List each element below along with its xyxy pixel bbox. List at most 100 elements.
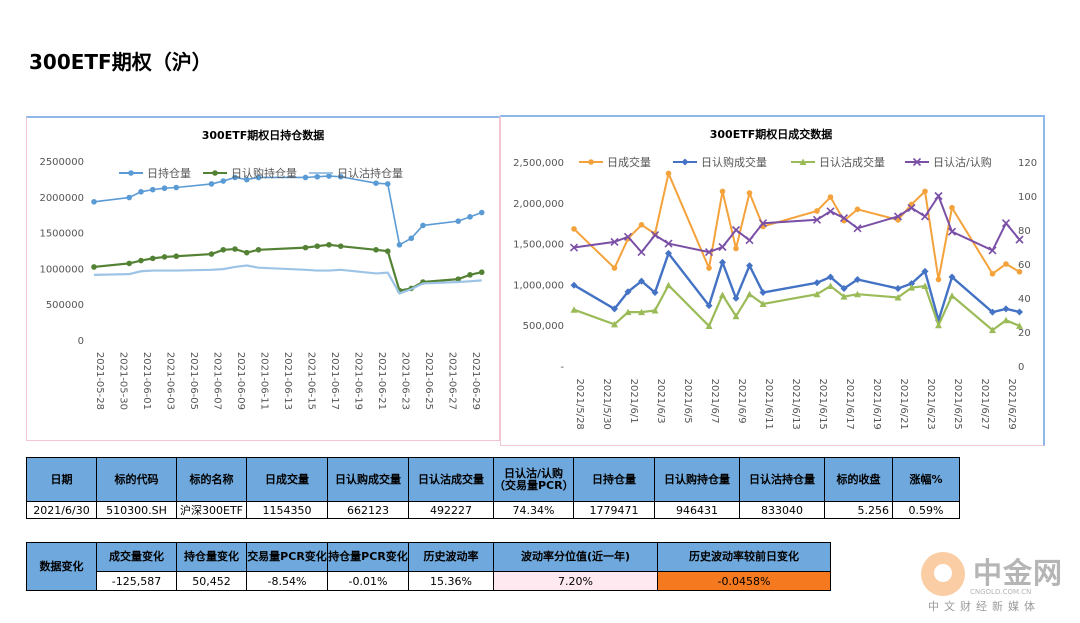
data-point [733,245,739,252]
x-tick-label: 2021/6/17 [844,379,855,430]
data-point [988,246,997,255]
x-tick-label: 2021-06-13 [282,352,293,410]
table-cell: 1779471 [573,501,655,519]
x-tick-label: 2021/6/23 [925,379,936,430]
data-point [570,281,578,289]
legend-label: 日成交量 [607,155,651,169]
data-point [827,194,834,200]
legend-marker-stroke [912,157,922,167]
data-point [746,290,753,298]
x-tick-label: 2021-06-29 [470,352,481,410]
y2-tick-label: 0 [1018,362,1024,373]
legend-label: 日认沽成交量 [819,155,885,169]
data-point [149,255,156,262]
data-point [1016,308,1023,316]
data-point [949,204,955,211]
data-point [455,218,462,224]
data-point [1015,235,1024,244]
data-point [610,237,619,246]
data-point [611,320,618,328]
table-cell: 15.36% [408,571,494,591]
data-point [719,258,726,266]
data-point [208,181,215,187]
data-point [826,207,835,216]
x-tick-label: 2021-06-23 [400,352,411,410]
holdings-chart-svg: 300ETF期权日持仓数据 0 500000 1000000 1500000 200000… [39,128,485,410]
data-point [839,214,849,223]
table-cell: 0.59% [892,501,960,519]
data-point [1002,316,1010,324]
data-point [651,289,659,297]
series-1 [570,249,1023,325]
data-point [302,244,309,251]
table-cell: -0.01% [327,571,409,591]
data-point [893,212,903,221]
data-point-stroke [839,214,849,223]
data-point-stroke [988,246,997,255]
data-point [894,284,902,292]
x-tick-label: 2021/6/25 [952,379,963,430]
y2-tick-label: 20 [1018,328,1031,339]
data-point [935,276,942,283]
data-point [948,273,956,281]
x-tick-label: 2021-06-11 [259,352,270,410]
data-point [570,306,578,313]
data-point [255,246,262,253]
data-point [840,284,848,292]
series-0 [91,173,485,248]
legend-label: 日认沽/认购 [933,155,992,169]
table-cell: 5.256 [824,501,893,519]
table-row: 2021/6/30 510300.SH 沪深300ETF 1154350 662… [26,501,960,519]
x-tick-label: 2021-06-07 [212,352,223,410]
data-point [337,243,344,250]
data-point-stroke [812,215,822,224]
data-point [161,185,168,192]
data-point [384,181,391,187]
header-cell: 历史波动率 [408,542,494,572]
page-title: 300ETF期权（沪） [29,50,212,74]
header-cell: 日期 [26,457,97,502]
table-cell: 1154350 [246,501,328,519]
data-point [624,288,632,296]
legend-marker [681,158,689,166]
header-cell: 标的名称 [176,457,247,502]
table-cell: -0.0458% [657,571,831,591]
data-point [854,290,861,298]
x-tick-label: 2021/6/3 [655,379,666,424]
data-point [243,176,250,183]
data-point [989,326,996,334]
data-point [1003,261,1009,267]
data-point [326,241,332,248]
data-point [812,215,822,224]
data-point [665,249,672,257]
table-cell: 2021/6/30 [26,501,97,519]
data-point [326,173,332,179]
x-tick-label: 2021/6/21 [898,379,909,430]
data-point [638,222,645,228]
data-point-stroke [650,231,660,240]
data-point [665,170,672,177]
data-point-stroke [731,225,741,235]
y2-tick-label: 40 [1018,294,1031,305]
data-point [651,307,659,314]
x-tick-label: 2021/5/30 [601,379,612,430]
data-point [623,232,633,241]
data-point-stroke [718,242,727,252]
data-point-stroke [1015,235,1024,244]
holdings-chart: 300ETF期权日持仓数据 0 500000 1000000 1500000 200000… [26,116,500,441]
x-tick-label: 2021/6/13 [790,379,801,430]
data-point [908,280,915,288]
y-tick-label: 0 [78,336,84,347]
data-point [854,206,861,213]
series-1 [91,241,485,294]
data-point [624,308,632,316]
data-point-stroke [934,191,943,201]
data-point [314,173,321,180]
table-cell: -8.54% [246,571,328,591]
data-point-stroke [907,203,916,212]
header-cell: 日持仓量 [573,457,655,502]
data-point [138,188,144,195]
data-point [719,188,726,195]
y2-tick-label: 120 [1018,158,1037,169]
data-point [384,248,391,255]
